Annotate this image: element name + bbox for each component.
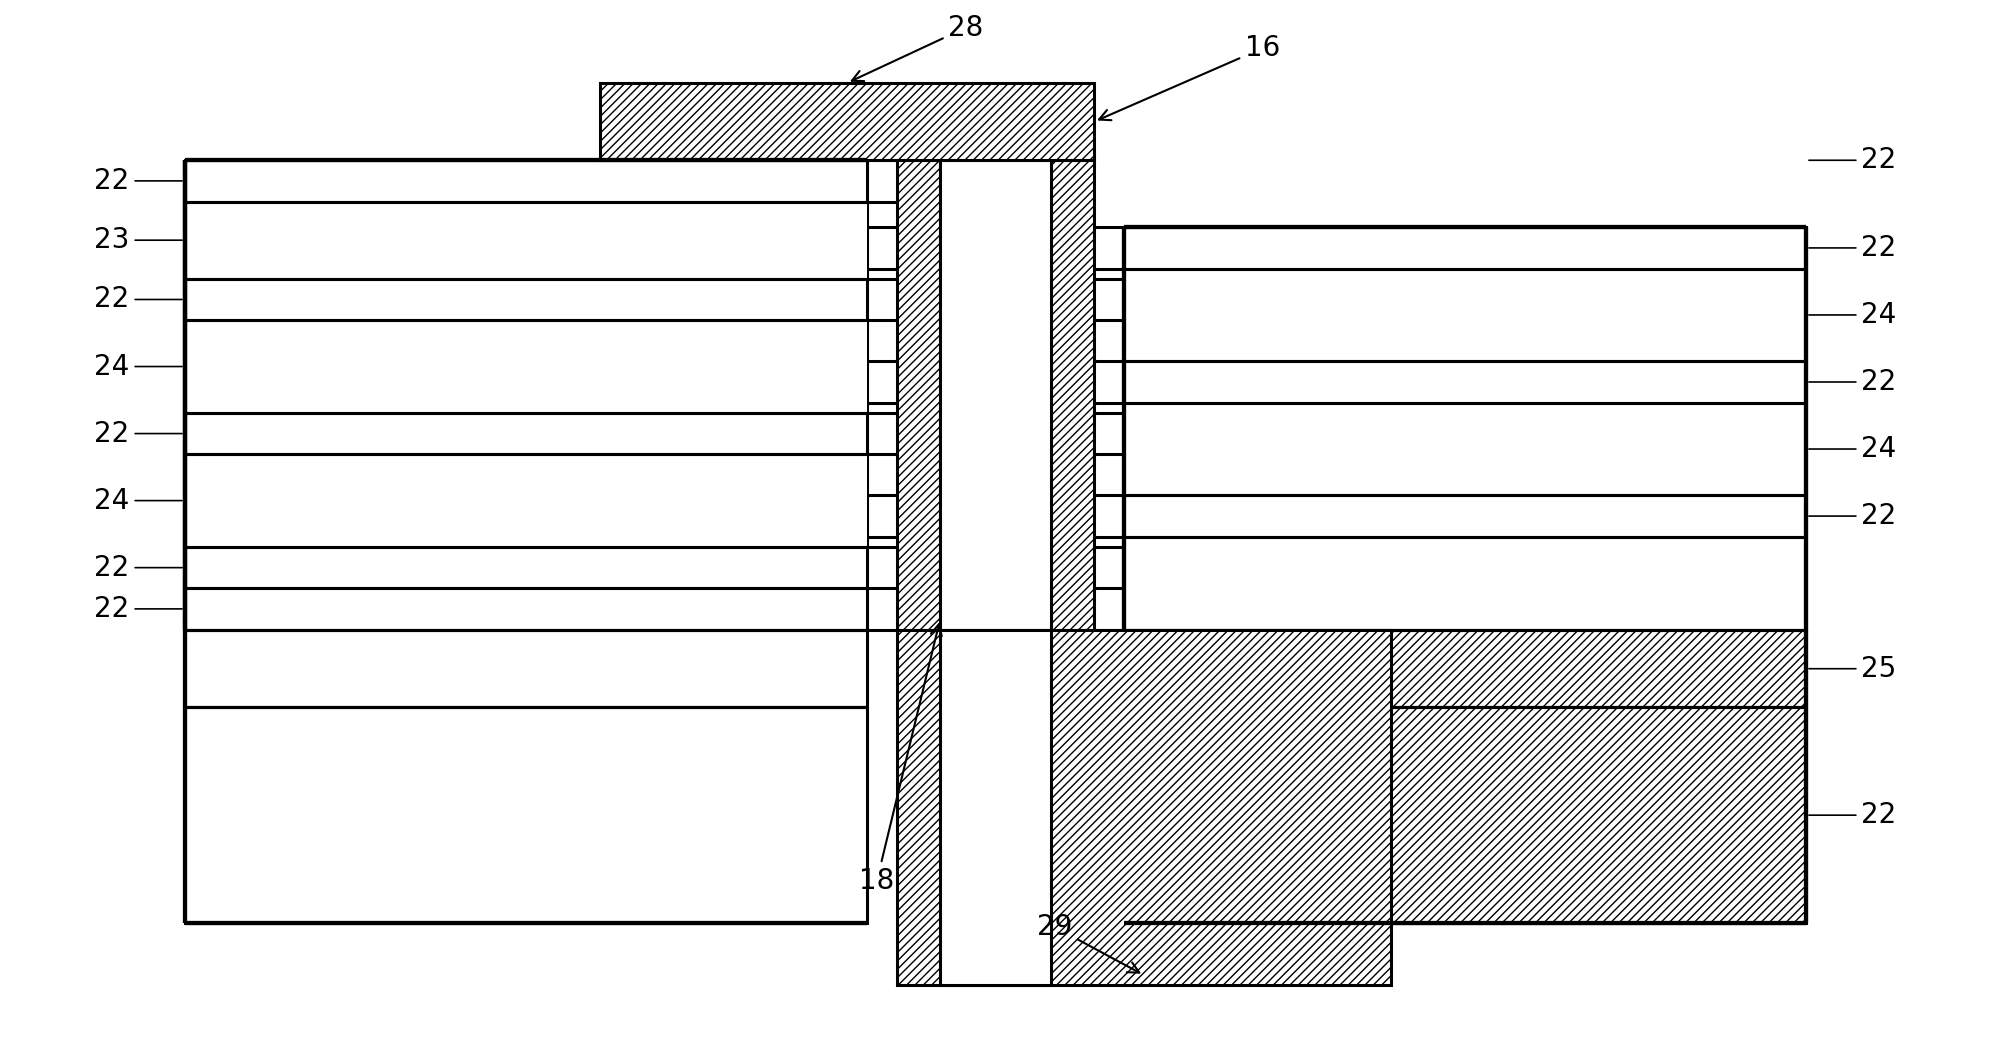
Bar — [1125, 228, 1806, 629]
Text: 22: 22 — [94, 420, 181, 448]
Text: 23: 23 — [94, 227, 181, 254]
Bar — [1125, 403, 1806, 495]
Bar — [599, 83, 1095, 160]
Bar — [940, 160, 1051, 629]
Bar — [185, 320, 866, 413]
Bar — [940, 629, 1051, 985]
Text: 22: 22 — [1810, 368, 1897, 395]
Bar — [1051, 160, 1095, 629]
Text: 25: 25 — [1810, 655, 1897, 683]
Bar — [185, 707, 866, 923]
Text: 22: 22 — [1810, 146, 1897, 174]
Bar — [185, 201, 866, 279]
Bar — [185, 629, 866, 707]
Text: 24: 24 — [94, 352, 181, 381]
Text: 22: 22 — [94, 595, 181, 623]
Text: 24: 24 — [1810, 301, 1897, 329]
Bar — [896, 629, 1392, 985]
Text: 22: 22 — [1810, 234, 1897, 262]
Bar — [1125, 629, 1806, 707]
Text: 22: 22 — [94, 285, 181, 314]
Text: 28: 28 — [852, 14, 984, 81]
Bar — [185, 160, 866, 629]
Text: 22: 22 — [94, 167, 181, 195]
Text: 22: 22 — [1810, 801, 1897, 829]
Text: 22: 22 — [94, 554, 181, 581]
Bar — [185, 454, 866, 547]
Bar — [896, 160, 940, 629]
Text: 29: 29 — [1037, 913, 1139, 972]
Bar — [1125, 707, 1806, 923]
Text: 24: 24 — [94, 487, 181, 515]
Text: 18: 18 — [860, 624, 942, 895]
Text: 24: 24 — [1810, 435, 1897, 463]
Text: 16: 16 — [1099, 35, 1280, 121]
Text: 22: 22 — [1810, 502, 1897, 530]
Bar — [1125, 269, 1806, 361]
